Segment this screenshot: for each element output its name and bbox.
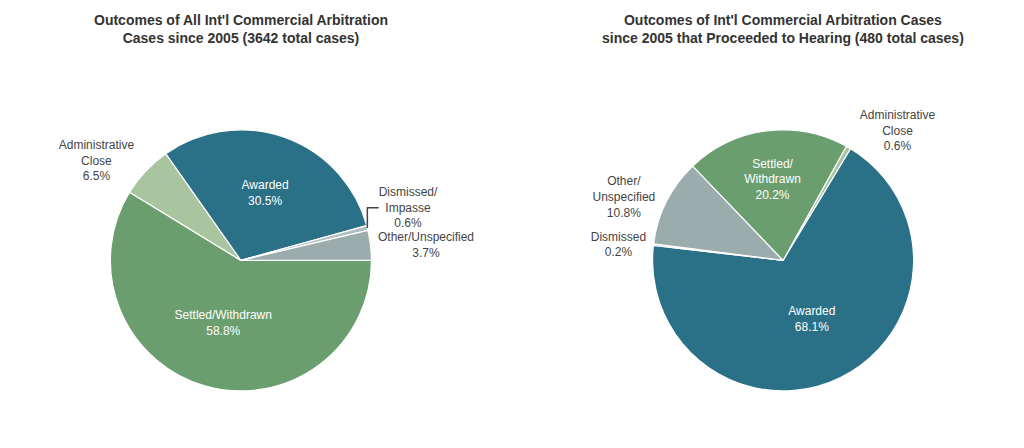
svg-text:Awarded30.5%: Awarded30.5% — [242, 178, 289, 208]
svg-text:Outcomes of All Int'l Commerci: Outcomes of All Int'l Commercial Arbitra… — [94, 12, 388, 46]
svg-text:AdministrativeClose6.5%: AdministrativeClose6.5% — [59, 138, 135, 183]
svg-text:Settled/Withdrawn20.2%: Settled/Withdrawn20.2% — [744, 157, 801, 202]
svg-text:Settled/Withdrawn58.8%: Settled/Withdrawn58.8% — [175, 308, 272, 338]
svg-text:Dismissed/Impasse0.6%: Dismissed/Impasse0.6% — [379, 185, 438, 230]
svg-text:Outcomes of Int'l Commercial A: Outcomes of Int'l Commercial Arbitration… — [602, 12, 964, 46]
svg-text:Other/Unspecified10.8%: Other/Unspecified10.8% — [593, 174, 656, 219]
svg-text:Dismissed0.2%: Dismissed0.2% — [591, 230, 646, 260]
svg-text:Other/Unspecified3.7%: Other/Unspecified3.7% — [378, 230, 474, 260]
svg-text:AdministrativeClose0.6%: AdministrativeClose0.6% — [860, 108, 936, 153]
svg-text:Awarded68.1%: Awarded68.1% — [788, 304, 835, 334]
